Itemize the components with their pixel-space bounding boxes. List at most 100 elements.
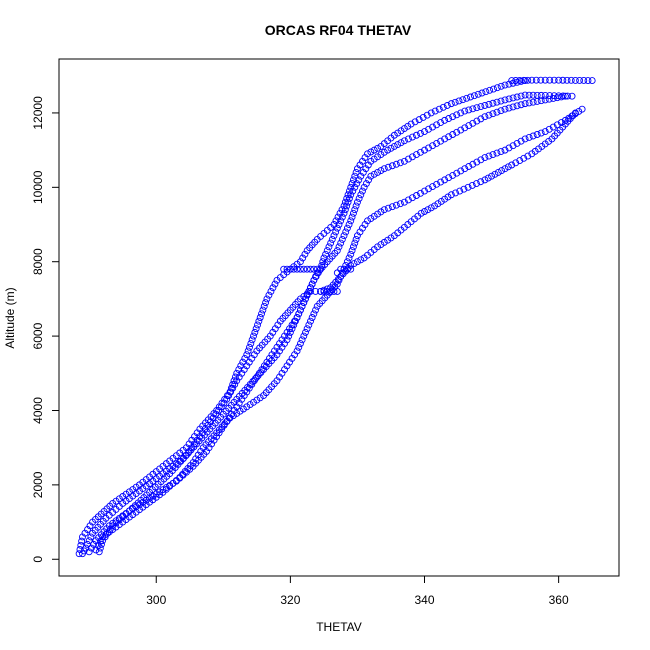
data-point bbox=[509, 94, 517, 102]
data-point bbox=[305, 321, 313, 329]
data-point bbox=[415, 116, 423, 124]
data-point bbox=[290, 265, 298, 273]
data-point bbox=[342, 228, 350, 236]
data-point bbox=[353, 180, 361, 188]
data-point bbox=[271, 280, 279, 288]
data-point bbox=[244, 347, 252, 355]
data-point bbox=[520, 154, 528, 162]
data-point bbox=[541, 76, 549, 84]
data-point bbox=[351, 183, 359, 191]
data-point bbox=[457, 109, 465, 117]
data-point bbox=[459, 96, 467, 104]
data-point bbox=[392, 160, 400, 168]
data-point bbox=[525, 134, 533, 141]
data-point bbox=[588, 77, 596, 85]
data-point bbox=[545, 95, 553, 103]
data-point bbox=[521, 91, 529, 99]
data-point bbox=[404, 196, 412, 204]
data-point bbox=[397, 139, 405, 147]
data-point bbox=[493, 149, 501, 157]
data-point bbox=[463, 94, 471, 102]
data-point bbox=[335, 276, 343, 284]
data-point bbox=[343, 265, 351, 273]
data-point bbox=[351, 206, 359, 214]
data-point bbox=[429, 123, 437, 131]
data-point bbox=[413, 151, 420, 159]
data-point bbox=[310, 265, 318, 273]
data-point bbox=[260, 302, 268, 310]
data-point bbox=[504, 163, 512, 171]
data-point bbox=[497, 97, 505, 105]
data-point bbox=[300, 299, 308, 307]
data-point bbox=[396, 200, 404, 208]
data-point bbox=[286, 328, 294, 336]
y-axis-label: Altitude (m) bbox=[3, 287, 17, 348]
data-point bbox=[396, 159, 404, 167]
data-point bbox=[322, 250, 330, 258]
data-point bbox=[320, 254, 328, 262]
data-point bbox=[505, 144, 513, 152]
data-point bbox=[338, 206, 346, 214]
data-point bbox=[411, 118, 419, 126]
data-point bbox=[537, 97, 545, 105]
data-point bbox=[362, 180, 370, 188]
data-point bbox=[352, 202, 360, 210]
data-point bbox=[498, 167, 506, 175]
x-tick-label: 300 bbox=[146, 593, 166, 607]
data-point bbox=[296, 340, 304, 347]
data-point bbox=[524, 76, 532, 84]
data-point bbox=[313, 265, 321, 273]
data-point bbox=[469, 119, 477, 127]
data-point bbox=[256, 314, 264, 321]
data-point bbox=[340, 232, 348, 240]
y-tick-label: 6000 bbox=[31, 322, 45, 349]
data-point bbox=[489, 99, 497, 107]
data-point bbox=[255, 317, 263, 325]
data-point bbox=[424, 206, 432, 214]
data-point bbox=[404, 135, 412, 143]
data-point bbox=[473, 180, 480, 188]
data-point bbox=[512, 159, 520, 167]
data-point bbox=[345, 254, 353, 262]
data-point bbox=[455, 97, 463, 105]
data-point bbox=[303, 265, 311, 273]
data-point bbox=[491, 170, 499, 178]
data-point bbox=[243, 351, 251, 359]
data-point bbox=[465, 106, 473, 114]
data-point bbox=[559, 76, 567, 84]
data-point bbox=[501, 81, 509, 89]
data-point bbox=[345, 187, 353, 195]
data-point bbox=[473, 104, 481, 112]
data-point bbox=[532, 76, 540, 84]
data-point bbox=[327, 288, 335, 295]
data-point bbox=[75, 550, 83, 558]
data-point bbox=[337, 265, 345, 273]
data-point bbox=[571, 76, 579, 84]
data-point bbox=[400, 198, 408, 206]
data-point bbox=[407, 120, 415, 128]
data-point bbox=[485, 152, 493, 160]
data-point bbox=[477, 156, 485, 164]
data-point bbox=[516, 76, 524, 84]
data-point bbox=[481, 154, 489, 162]
data-point bbox=[341, 198, 349, 206]
data-point bbox=[423, 111, 431, 119]
data-point bbox=[567, 76, 575, 84]
data-point bbox=[353, 258, 361, 266]
data-point bbox=[413, 192, 420, 199]
data-point bbox=[513, 102, 521, 110]
data-point bbox=[298, 302, 306, 310]
data-point bbox=[467, 93, 474, 101]
data-point bbox=[465, 163, 473, 170]
data-point bbox=[400, 137, 408, 145]
data-point bbox=[298, 336, 306, 344]
data-point bbox=[247, 340, 255, 347]
data-point bbox=[517, 101, 525, 109]
data-point bbox=[343, 258, 351, 266]
data-point bbox=[323, 288, 331, 295]
data-point bbox=[348, 213, 356, 221]
data-point bbox=[323, 247, 331, 255]
data-point bbox=[239, 358, 247, 366]
data-point bbox=[307, 317, 314, 325]
data-point bbox=[497, 82, 505, 90]
